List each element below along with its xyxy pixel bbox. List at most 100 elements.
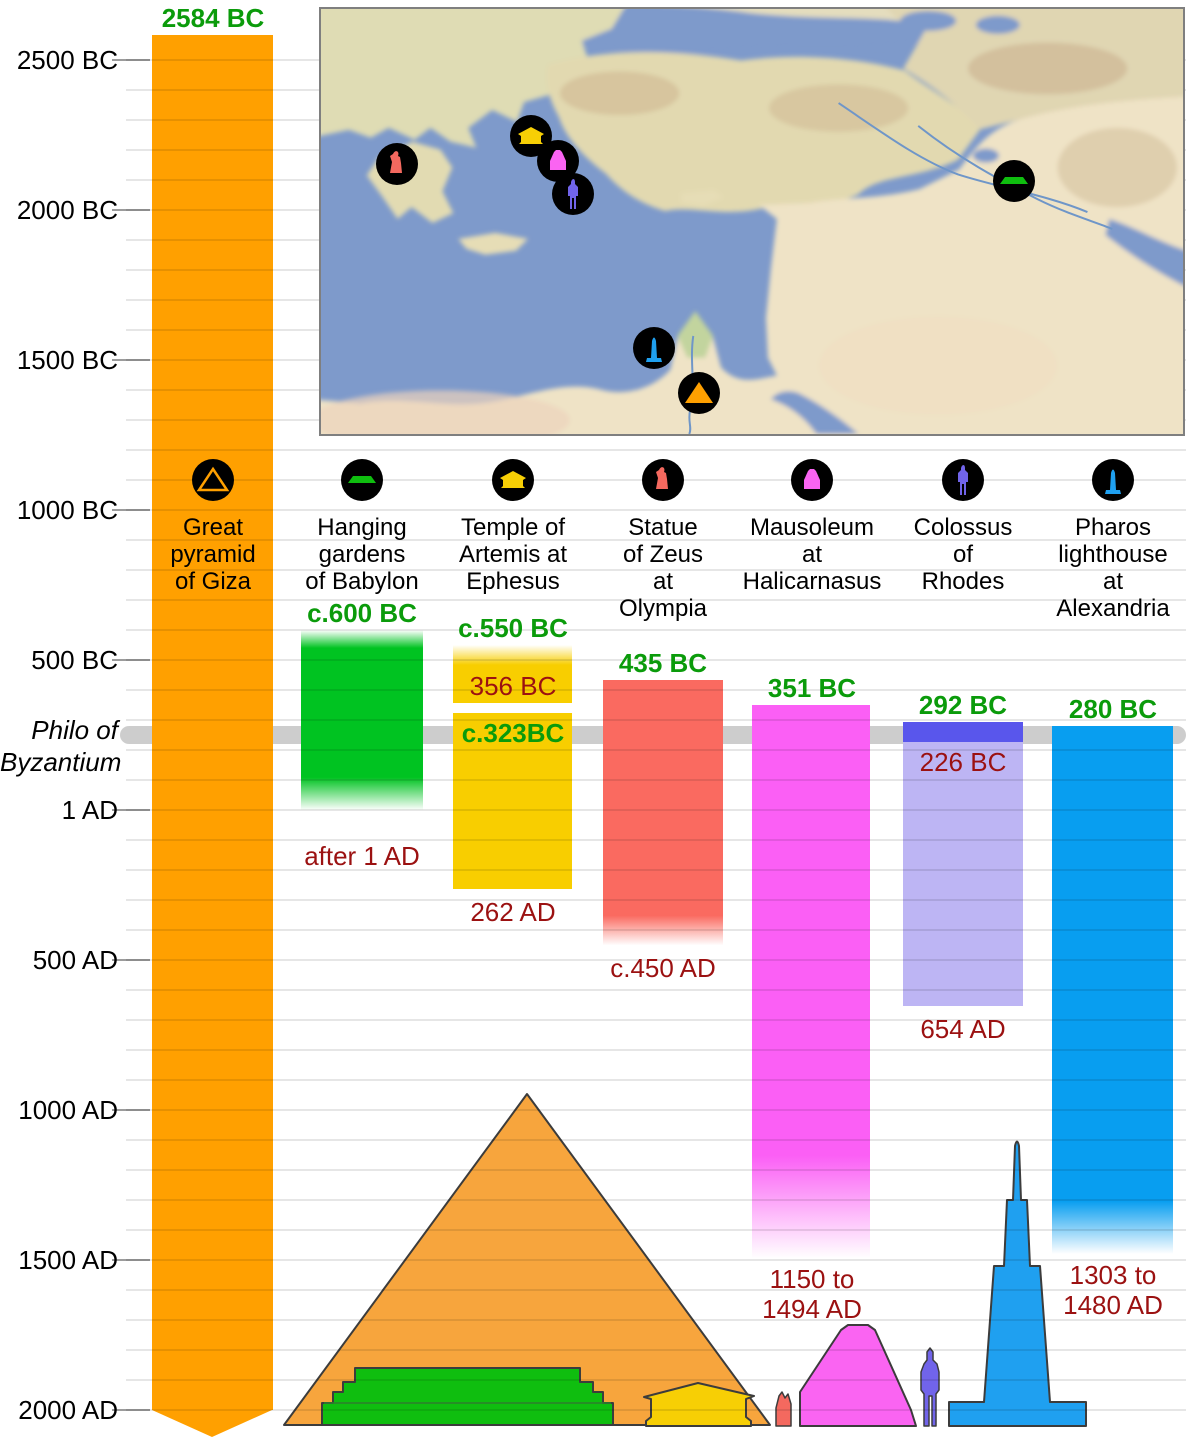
philo-of-byzantium-line xyxy=(120,726,1186,744)
axis-tick-label: 1500 AD xyxy=(18,1245,118,1275)
bar-artemis-0 xyxy=(453,645,572,704)
gridline xyxy=(126,1229,1186,1231)
date-label-line: 1494 AD xyxy=(762,1294,862,1325)
artemis-glyph xyxy=(493,460,533,500)
gridline xyxy=(126,749,1186,751)
wonder-name-line: Colossus xyxy=(913,514,1013,541)
colossus-glyph xyxy=(553,174,593,214)
pharos-icon xyxy=(1092,459,1134,501)
temple-silhouette xyxy=(643,1382,755,1427)
wonder-name-line: gardens xyxy=(318,541,406,568)
gridline xyxy=(126,1409,1186,1411)
axis-tick-label: 500 BC xyxy=(31,645,118,675)
date-label-gardens-0: c.600 BC xyxy=(307,598,417,628)
bar-pharos-0 xyxy=(1052,726,1173,1254)
wonder-name-line: of Giza xyxy=(174,568,252,595)
gridline xyxy=(126,929,1186,931)
wonder-name-line: Artemis at xyxy=(458,541,568,568)
colossus-icon xyxy=(552,173,594,215)
gridline xyxy=(126,1289,1186,1291)
lighthouse-silhouette xyxy=(948,1140,1087,1427)
pyramid-silhouette xyxy=(283,1093,771,1426)
gridline xyxy=(126,1169,1186,1171)
date-label-artemis-1: 356 BC xyxy=(469,671,557,702)
date-label-zeus-0: 435 BC xyxy=(618,647,708,678)
colossus-glyph xyxy=(943,460,983,500)
giza-glyph xyxy=(679,373,719,413)
gardens-silhouette xyxy=(321,1367,614,1426)
gridline xyxy=(126,1259,1186,1261)
gardens-glyph xyxy=(994,161,1034,201)
axis-tick-label: 2000 AD xyxy=(18,1395,118,1425)
wonder-name-line: Olympia xyxy=(618,595,708,622)
gridline xyxy=(126,959,1186,961)
gridline xyxy=(126,509,1186,511)
wonder-name-colossus: Colossus of Rhodes xyxy=(878,514,1048,595)
axis-tick xyxy=(112,1259,150,1261)
date-label-colossus-2: 654 AD xyxy=(920,1014,1006,1045)
wonder-name-line: Hanging xyxy=(317,514,407,541)
mausoleum-glyph xyxy=(792,460,832,500)
zeus-statue-silhouette xyxy=(775,1391,792,1427)
wonder-name-line: Great xyxy=(182,514,244,541)
giza-icon xyxy=(192,459,234,501)
gridline xyxy=(126,1139,1186,1141)
wonder-name-line: lighthouse xyxy=(1058,541,1168,568)
gridline xyxy=(126,449,1186,451)
gridline xyxy=(126,1079,1186,1081)
wonder-name-pharos: Pharos lighthouse at Alexandria xyxy=(1028,514,1198,622)
date-label-pharos-1: 1303 to 1480 AD xyxy=(1028,1260,1198,1320)
zeus-glyph xyxy=(643,460,683,500)
wonder-name-line: of xyxy=(952,541,973,568)
wonder-name-line: Halicarnasus xyxy=(742,568,882,595)
wonder-name-line: pyramid xyxy=(170,541,256,568)
date-label-line: 1480 AD xyxy=(1063,1290,1163,1320)
pharos-glyph xyxy=(1093,460,1133,500)
wonder-name-artemis: Temple of Artemis at Ephesus xyxy=(428,514,598,595)
mausoleum-icon xyxy=(791,459,833,501)
gridline xyxy=(126,899,1186,901)
wonder-name-line: at xyxy=(1102,568,1123,595)
gridline xyxy=(126,479,1186,481)
axis-tick xyxy=(112,1109,150,1111)
bar-gardens-0 xyxy=(301,630,423,811)
colossus-silhouette xyxy=(920,1347,940,1427)
date-label-artemis-2: c.323BC xyxy=(461,718,565,749)
date-label-colossus-0: 292 BC xyxy=(918,690,1008,721)
axis-tick-label: 2500 BC xyxy=(16,45,118,75)
bar-mausoleum-0 xyxy=(752,704,870,1259)
gridline xyxy=(126,659,1186,661)
zeus-icon xyxy=(376,143,418,185)
pharos-glyph xyxy=(634,328,674,368)
date-label-mausoleum-1: 1150 to 1494 AD xyxy=(727,1264,897,1324)
wonder-name-line: at xyxy=(801,541,822,568)
axis-tick xyxy=(112,59,150,61)
wonder-name-line: Ephesus xyxy=(466,568,560,595)
bar-artemis-1 xyxy=(453,713,572,889)
axis-tick-label: 1500 BC xyxy=(16,345,118,375)
gardens-glyph xyxy=(342,460,382,500)
gridline xyxy=(126,1319,1186,1321)
axis-tick xyxy=(112,1409,150,1411)
wonder-name-giza: Great pyramid of Giza xyxy=(128,514,298,595)
date-label-zeus-1: c.450 AD xyxy=(610,953,716,983)
gardens-icon xyxy=(341,459,383,501)
gridline xyxy=(126,989,1186,991)
gridline xyxy=(126,779,1186,781)
axis-tick-label: 500 AD xyxy=(32,945,118,975)
wonder-name-line: Pharos xyxy=(1074,514,1152,541)
axis-tick-label: 2000 BC xyxy=(16,195,118,225)
wonder-name-line: Alexandria xyxy=(1056,595,1170,622)
zeus-glyph xyxy=(377,144,417,184)
wonder-name-gardens: Hanging gardens of Babylon xyxy=(277,514,447,595)
bar-zeus-0 xyxy=(603,679,723,945)
gridline xyxy=(126,689,1186,691)
gridline xyxy=(126,1379,1186,1381)
wonder-name-line: Temple of xyxy=(460,514,566,541)
wonder-name-line: of Babylon xyxy=(305,568,419,595)
map-terrain xyxy=(321,9,1183,434)
date-label-mausoleum-0: 351 BC xyxy=(767,672,857,703)
axis-tick xyxy=(112,509,150,511)
axis-tick xyxy=(112,659,150,661)
